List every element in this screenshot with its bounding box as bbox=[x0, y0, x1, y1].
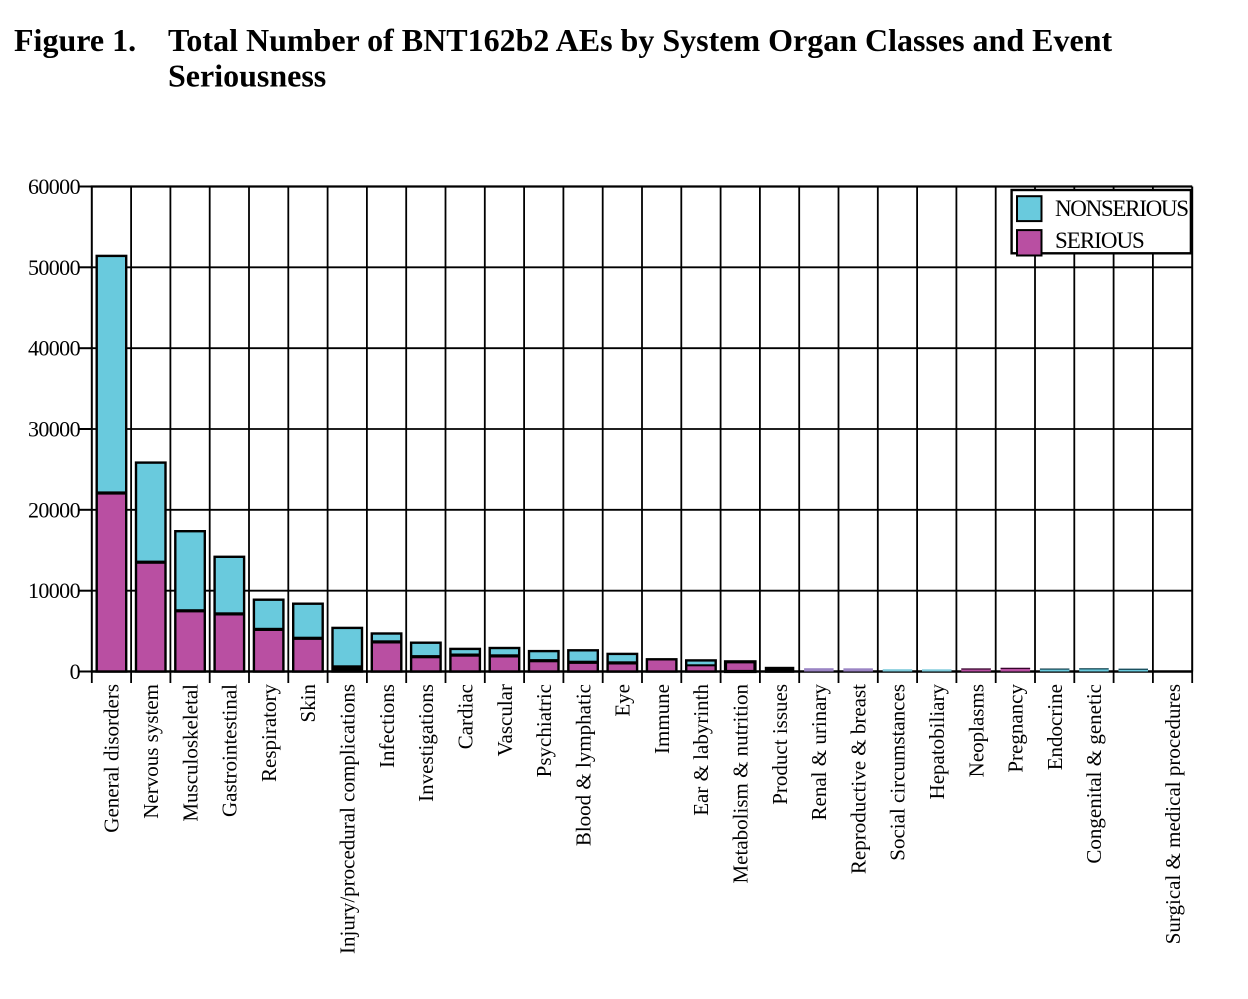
svg-text:Gastrointestinal: Gastrointestinal bbox=[218, 684, 242, 817]
svg-text:Infections: Infections bbox=[375, 684, 399, 768]
svg-text:Product issues: Product issues bbox=[768, 684, 792, 805]
svg-text:60000: 60000 bbox=[28, 174, 81, 199]
svg-text:General disorders: General disorders bbox=[100, 684, 124, 833]
svg-text:10000: 10000 bbox=[28, 578, 81, 603]
svg-text:Ear & labyrinth: Ear & labyrinth bbox=[689, 684, 713, 816]
svg-text:SERIOUS: SERIOUS bbox=[1055, 228, 1144, 253]
svg-text:Skin: Skin bbox=[296, 684, 320, 723]
svg-text:Reproductive & breast: Reproductive & breast bbox=[846, 684, 870, 874]
svg-text:Musculoskeletal: Musculoskeletal bbox=[178, 684, 202, 822]
svg-text:Hepatobiliary: Hepatobiliary bbox=[925, 684, 949, 800]
svg-text:0: 0 bbox=[70, 659, 81, 684]
svg-text:Metabolism & nutrition: Metabolism & nutrition bbox=[729, 684, 753, 884]
svg-text:Psychiatric: Psychiatric bbox=[532, 684, 556, 777]
svg-text:Total Number of BNT162b2 AEs b: Total Number of BNT162b2 AEs by System O… bbox=[168, 22, 1112, 58]
svg-text:Neoplasms: Neoplasms bbox=[964, 684, 988, 777]
svg-text:NONSERIOUS: NONSERIOUS bbox=[1055, 196, 1188, 221]
svg-text:Renal & urinary: Renal & urinary bbox=[807, 684, 831, 821]
svg-text:Pregnancy: Pregnancy bbox=[1004, 684, 1028, 773]
svg-text:Nervous system: Nervous system bbox=[139, 684, 163, 819]
svg-text:Surgical & medical procedures: Surgical & medical procedures bbox=[1161, 684, 1185, 944]
svg-text:Investigations: Investigations bbox=[414, 684, 438, 802]
svg-text:Congenital & genetic: Congenital & genetic bbox=[1082, 684, 1106, 864]
svg-text:Vascular: Vascular bbox=[493, 684, 517, 756]
svg-text:Cardiac: Cardiac bbox=[453, 684, 477, 749]
svg-text:Eye: Eye bbox=[611, 684, 635, 717]
svg-text:40000: 40000 bbox=[28, 336, 81, 361]
svg-text:50000: 50000 bbox=[28, 255, 81, 280]
svg-text:20000: 20000 bbox=[28, 497, 81, 522]
svg-text:Endocrine: Endocrine bbox=[1043, 684, 1067, 770]
svg-text:Figure 1.: Figure 1. bbox=[14, 22, 136, 58]
svg-text:Injury/procedural complication: Injury/procedural complications bbox=[336, 684, 360, 954]
svg-text:30000: 30000 bbox=[28, 417, 81, 442]
svg-text:Immune: Immune bbox=[650, 684, 674, 754]
svg-text:Blood & lymphatic: Blood & lymphatic bbox=[571, 684, 595, 846]
svg-text:Social circumstances: Social circumstances bbox=[886, 684, 910, 861]
svg-text:Seriousness: Seriousness bbox=[168, 58, 326, 94]
svg-text:Respiratory: Respiratory bbox=[257, 684, 281, 782]
